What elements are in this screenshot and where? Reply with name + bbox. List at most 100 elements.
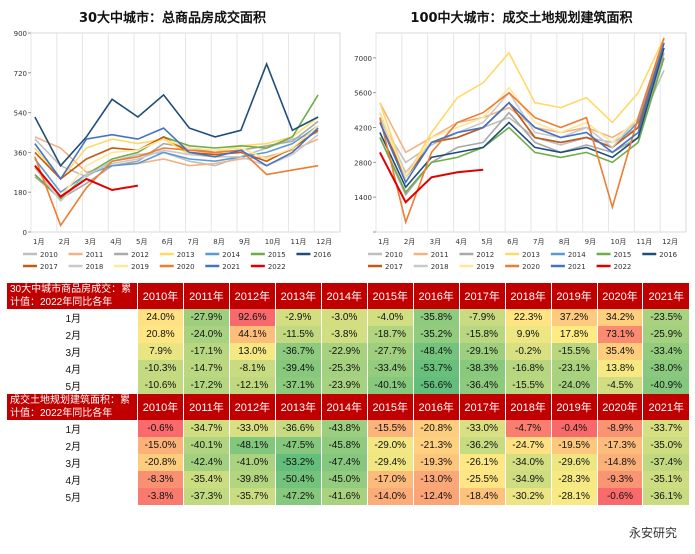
table-cell: -23.5% [642, 309, 689, 326]
table-cell: -25.3% [320, 360, 368, 377]
row-label: 2月 [6, 437, 138, 454]
table-cell: -29.0% [366, 437, 414, 454]
table-cell: -39.8% [228, 471, 276, 488]
column-header: 2013年 [274, 283, 322, 309]
x-tick-label: 10月 [611, 238, 627, 246]
table-cell: -40.1% [366, 377, 414, 394]
table-cell: -35.2% [412, 326, 460, 343]
series-line-2022 [379, 151, 484, 204]
table-cell: -35.0% [642, 437, 689, 454]
table-land-area: 成交土地规划建筑面积：累计值：2022年同比各年 2010年 2011年 2012年 2… [6, 394, 689, 505]
x-tick-label: 11月 [291, 238, 307, 246]
series-line-2014 [34, 125, 319, 194]
column-header: 2016年 [412, 283, 460, 309]
legend-label: 2017 [385, 263, 403, 271]
x-tick-label: 3月 [430, 238, 441, 246]
table-cell: -14.7% [182, 360, 230, 377]
y-tick-label: 4200 [354, 125, 372, 133]
table-cell: -33.0% [458, 420, 506, 437]
legend-label: 2016 [313, 251, 331, 259]
table-cell: -4.5% [596, 377, 643, 394]
x-tick-label: 4月 [456, 238, 467, 246]
table-cell: -22.9% [320, 343, 368, 360]
table-cell: -7.9% [458, 309, 506, 326]
table-cell: -15.5% [550, 343, 598, 360]
table-cell: -39.4% [274, 360, 322, 377]
table-cell: -25.5% [458, 471, 506, 488]
table-cell: -36.2% [458, 437, 506, 454]
table-cell: -50.4% [274, 471, 322, 488]
table-header-row: 30大中城市商品房成交：累计值：2022年同比各年 2010年 2011年 2012年… [6, 283, 689, 309]
table-cell: 44.1% [228, 326, 276, 343]
series-line-2013 [379, 37, 665, 180]
legend-label: 2011 [431, 251, 449, 259]
table-cell: -38.3% [458, 360, 506, 377]
table-cell: -17.0% [366, 471, 414, 488]
x-tick-label: 10月 [265, 238, 281, 246]
table-cell: -3.8% [320, 326, 368, 343]
table-cell: -29.1% [458, 343, 506, 360]
row-label: 1月 [6, 420, 138, 437]
x-tick-label: 9月 [239, 238, 250, 246]
column-header: 2015年 [366, 283, 414, 309]
table-cell: -0.6% [137, 420, 184, 437]
table-cell: -17.3% [596, 437, 643, 454]
legend-label: 2018 [431, 263, 449, 271]
column-header: 2011年 [182, 394, 230, 420]
column-header: 2021年 [642, 283, 689, 309]
x-tick-label: 5月 [481, 238, 492, 246]
legend-label: 2013 [522, 251, 540, 259]
table-cell: -21.3% [412, 437, 460, 454]
series-line-2019 [34, 125, 319, 198]
legend-label: 2014 [222, 251, 240, 259]
series-line-2016 [34, 61, 319, 168]
table-cell: -37.1% [274, 377, 322, 394]
table-cell: -17.2% [182, 377, 230, 394]
table-cell: -36.4% [458, 377, 506, 394]
legend-label: 2017 [40, 263, 58, 271]
table-row: 3月 -20.8% -42.4% -41.0% -53.2% -47.4% -29.4% -1… [6, 454, 689, 471]
table-cell: -33.7% [642, 420, 689, 437]
table-cell: -42.4% [182, 454, 230, 471]
table-cell: 9.9% [504, 326, 552, 343]
column-header: 2014年 [320, 394, 368, 420]
table-cell: -34.7% [182, 420, 230, 437]
series-line-2017 [34, 129, 319, 180]
row-label: 4月 [6, 471, 138, 488]
table-cell: -26.1% [458, 454, 506, 471]
series-line-2020 [379, 37, 665, 225]
table-cell: -36.6% [274, 420, 322, 437]
table-cell: -19.3% [412, 454, 460, 471]
table-cell: -9.3% [596, 471, 643, 488]
table-cell: -4.0% [366, 309, 414, 326]
chart-svg: 1月 2月 3月 4月 5月 6月 7月 8月 9月 10月 11月 12月 0 180 360 540 720… [14, 30, 341, 271]
x-tick-label: 6月 [162, 238, 173, 246]
chart-title: 100中大城市：成交土地规划建筑面积 [410, 11, 633, 26]
x-tick-label: 12月 [662, 238, 678, 246]
y-tick-label: 360 [14, 149, 27, 157]
legend-label: 2013 [177, 251, 195, 259]
table-cell: 17.8% [550, 326, 598, 343]
table-cell: 13.0% [228, 343, 276, 360]
column-header: 2012年 [228, 394, 276, 420]
x-tick-label: 1月 [378, 238, 389, 246]
table-cell: -53.2% [274, 454, 322, 471]
table-cell: -29.6% [550, 454, 598, 471]
row-label: 2月 [6, 326, 138, 343]
table-cell: -16.8% [504, 360, 552, 377]
table-row: 2月 20.8% -24.0% 44.1% -11.5% -3.8% -18.7% -35.2… [6, 326, 689, 343]
table-cell: -35.7% [228, 488, 276, 505]
table-cell: -38.0% [642, 360, 689, 377]
table-cell: -45.8% [320, 437, 368, 454]
x-tick-label: 1月 [33, 238, 44, 246]
table-cell: 37.2% [550, 309, 598, 326]
chart-svg: 1月 2月 3月 4月 5月 6月 7月 8月 9月 10月 11月 12月 1400 2800 4200 5… [354, 32, 687, 271]
table-cell: -17.1% [182, 343, 230, 360]
legend-label: 2019 [131, 263, 149, 271]
table-cell: -27.7% [366, 343, 414, 360]
table-cell: -35.1% [642, 471, 689, 488]
table-cell: -35.8% [412, 309, 460, 326]
table-cell: -36.1% [642, 488, 689, 505]
table-cell: -40.1% [182, 437, 230, 454]
table-row: 5月 -3.8% -37.3% -35.7% -47.2% -41.6% -14.0% -12… [6, 488, 689, 505]
